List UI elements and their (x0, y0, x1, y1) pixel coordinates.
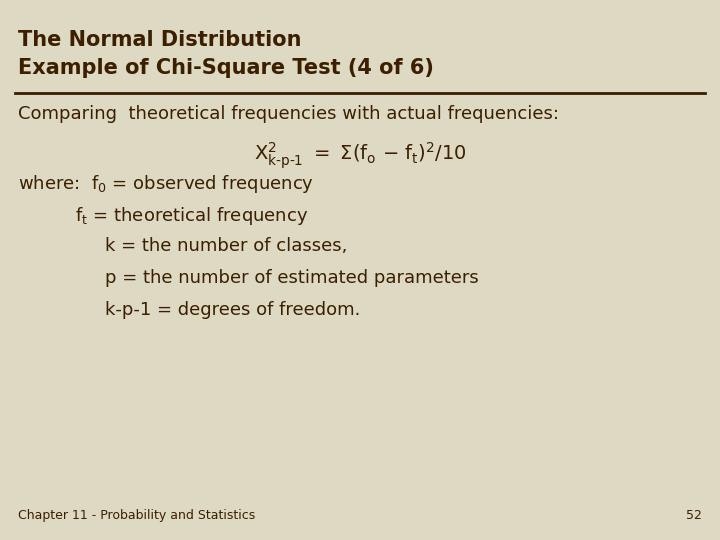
Text: Comparing  theoretical frequencies with actual frequencies:: Comparing theoretical frequencies with a… (18, 105, 559, 123)
Text: The Normal Distribution: The Normal Distribution (18, 30, 302, 50)
Text: $\mathsf{X}^2_{\mathsf{k\text{-}p\text{-}1}}\ =\ \Sigma(\mathsf{f_o}\ \mathsf{-}: $\mathsf{X}^2_{\mathsf{k\text{-}p\text{-… (253, 140, 467, 171)
Text: k-p-1 = degrees of freedom.: k-p-1 = degrees of freedom. (105, 301, 361, 319)
Text: $\mathsf{f_t}$ = theoretical frequency: $\mathsf{f_t}$ = theoretical frequency (75, 205, 308, 227)
Text: Example of Chi-Square Test (4 of 6): Example of Chi-Square Test (4 of 6) (18, 58, 434, 78)
Text: Chapter 11 - Probability and Statistics: Chapter 11 - Probability and Statistics (18, 509, 256, 522)
Text: p = the number of estimated parameters: p = the number of estimated parameters (105, 269, 479, 287)
Text: where:  $\mathsf{f_0}$ = observed frequency: where: $\mathsf{f_0}$ = observed frequen… (18, 173, 314, 195)
Text: 52: 52 (686, 509, 702, 522)
Text: k = the number of classes,: k = the number of classes, (105, 237, 347, 255)
